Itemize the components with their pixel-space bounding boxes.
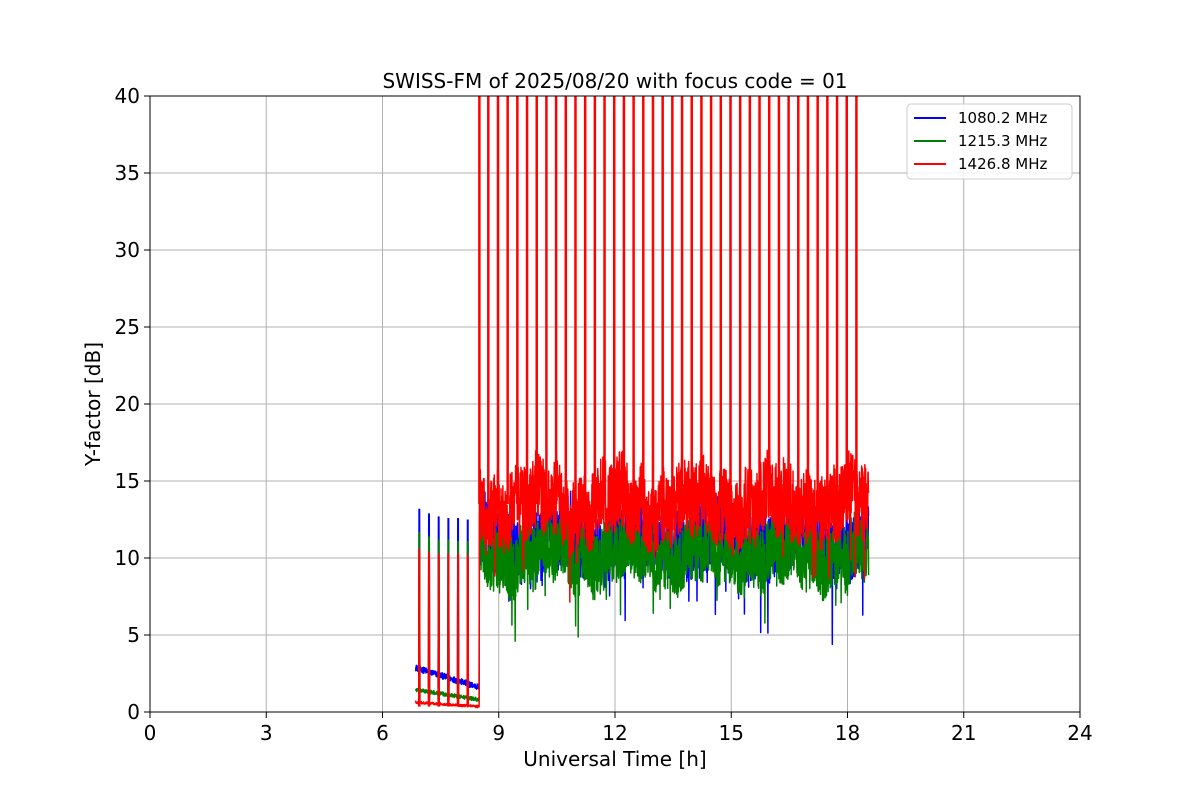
y-tick-label: 35	[115, 161, 140, 185]
x-axis-label: Universal Time [h]	[523, 747, 706, 771]
x-tick-label: 12	[602, 721, 627, 745]
y-tick-label: 0	[127, 700, 140, 724]
legend-box	[906, 103, 1073, 180]
x-tick-label: 21	[951, 721, 976, 745]
x-tick-label: 24	[1067, 721, 1092, 745]
calibration-peak	[427, 551, 431, 707]
x-axis: 0 3 6 9 12 15 18 21 24	[144, 712, 1093, 745]
calibration-peak	[466, 554, 470, 707]
y-tick-label: 30	[115, 238, 140, 262]
calibration-peak	[447, 553, 450, 707]
legend: 1080.2 MHz 1215.3 MHz 1426.8 MHz	[906, 103, 1073, 180]
legend-label-1080: 1080.2 MHz	[958, 109, 1047, 127]
calibration-peak	[418, 548, 421, 707]
y-tick-label: 15	[115, 469, 140, 493]
series-line-1	[414, 508, 870, 702]
y-axis-label: Y-factor [dB]	[81, 342, 105, 467]
x-tick-label: 6	[376, 721, 389, 745]
y-tick-label: 5	[127, 623, 140, 647]
chart-title: SWISS-FM of 2025/08/20 with focus code =…	[382, 69, 847, 93]
series-line-2	[414, 449, 870, 709]
x-tick-label: 3	[260, 721, 273, 745]
y-tick-label: 25	[115, 315, 140, 339]
x-tick-label: 9	[492, 721, 505, 745]
calibration-peak	[456, 553, 460, 707]
calibration-peak	[437, 553, 440, 707]
legend-label-1426: 1426.8 MHz	[958, 155, 1047, 173]
y-tick-label: 10	[115, 546, 140, 570]
legend-label-1215: 1215.3 MHz	[958, 132, 1047, 150]
y-axis: 0 5 10 15 20 25 30 35 40	[115, 84, 150, 724]
x-tick-label: 0	[144, 721, 157, 745]
x-tick-label: 18	[835, 721, 860, 745]
y-tick-label: 20	[115, 392, 140, 416]
y-tick-label: 40	[115, 84, 140, 108]
x-tick-label: 15	[719, 721, 744, 745]
series-layer	[414, 96, 870, 709]
